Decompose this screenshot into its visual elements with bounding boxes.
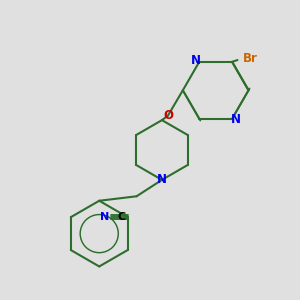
- Text: N: N: [191, 54, 201, 67]
- Text: O: O: [163, 109, 173, 122]
- Text: N: N: [231, 113, 241, 126]
- Text: Br: Br: [243, 52, 257, 65]
- Text: C: C: [118, 212, 126, 222]
- Text: N: N: [100, 212, 109, 222]
- Text: N: N: [157, 173, 167, 186]
